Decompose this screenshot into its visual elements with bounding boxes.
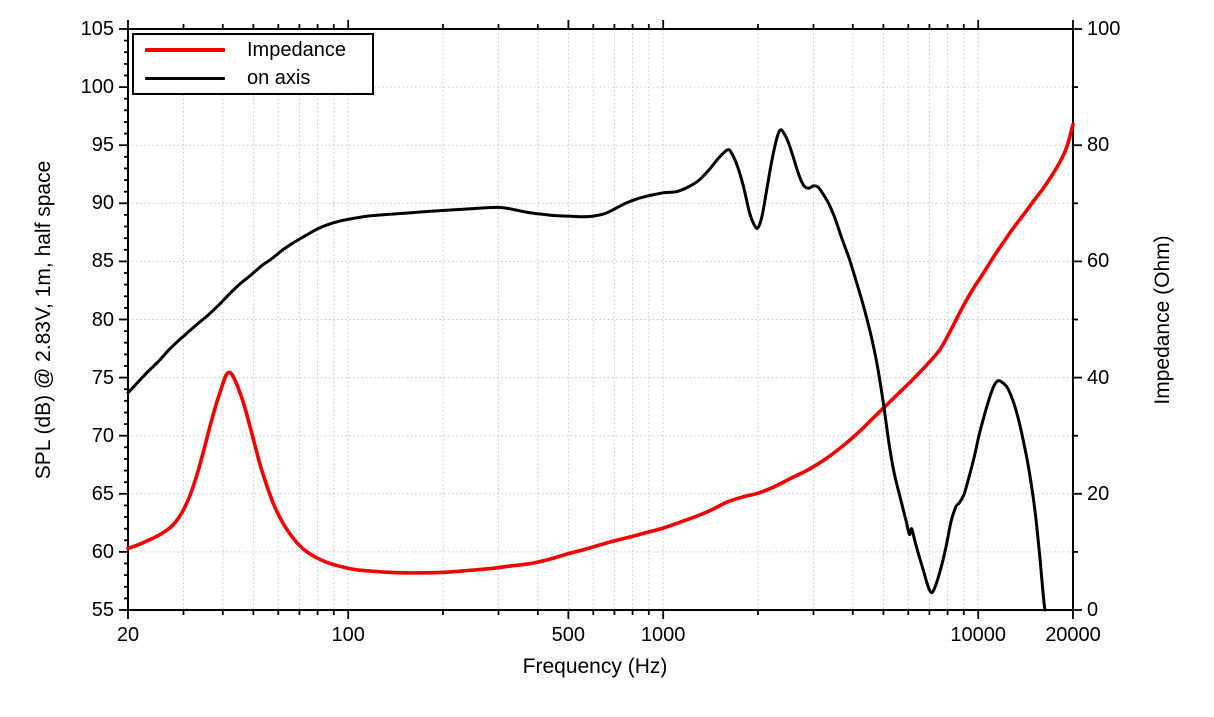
y-right-tick-label: 40 [1087, 366, 1110, 389]
x-axis-label: Frequency (Hz) [522, 655, 668, 678]
x-tick-label: 20000 [1045, 624, 1101, 646]
plot-border [127, 28, 1074, 611]
legend-item-impedance: Impedance [145, 37, 372, 63]
legend: Impedance on axis [132, 33, 374, 95]
x-tick-label: 1000 [640, 624, 686, 646]
y-axis-label-right: Impedance (Ohm) [1151, 235, 1174, 405]
on-axis-line-swatch [145, 76, 225, 80]
x-tick-label: 100 [331, 624, 365, 646]
legend-label-on-axis: on axis [247, 67, 311, 89]
legend-label-impedance: Impedance [247, 39, 346, 61]
y-left-tick-label: 70 [91, 424, 114, 447]
y-left-tick-label: 65 [91, 482, 114, 505]
y-left-tick-label: 95 [91, 134, 114, 157]
y-left-tick-label: 80 [91, 308, 114, 331]
x-tick-label: 500 [551, 624, 586, 646]
y-left-tick-label: 85 [91, 250, 114, 273]
y-right-tick-label: 0 [1087, 599, 1099, 621]
y-left-tick-label: 55 [91, 599, 114, 621]
legend-item-on-axis: on axis [145, 65, 372, 91]
impedance-curve [126, 122, 1075, 575]
y-left-tick-label: 60 [91, 540, 114, 563]
y-left-tick-label: 90 [91, 192, 114, 215]
y-left-tick-label: 75 [91, 366, 114, 389]
impedance-line-swatch [145, 48, 225, 52]
on-axis-curve [126, 128, 1047, 612]
y-left-tick-label: 105 [80, 18, 114, 40]
y-left-tick-label: 100 [80, 76, 114, 99]
x-tick-label: 20 [116, 624, 140, 646]
x-tick-label: 10000 [950, 624, 1006, 646]
y-right-tick-label: 80 [1087, 134, 1110, 157]
y-right-tick-label: 100 [1087, 18, 1121, 40]
y-right-tick-label: 20 [1087, 482, 1110, 505]
y-right-tick-label: 60 [1087, 250, 1110, 273]
